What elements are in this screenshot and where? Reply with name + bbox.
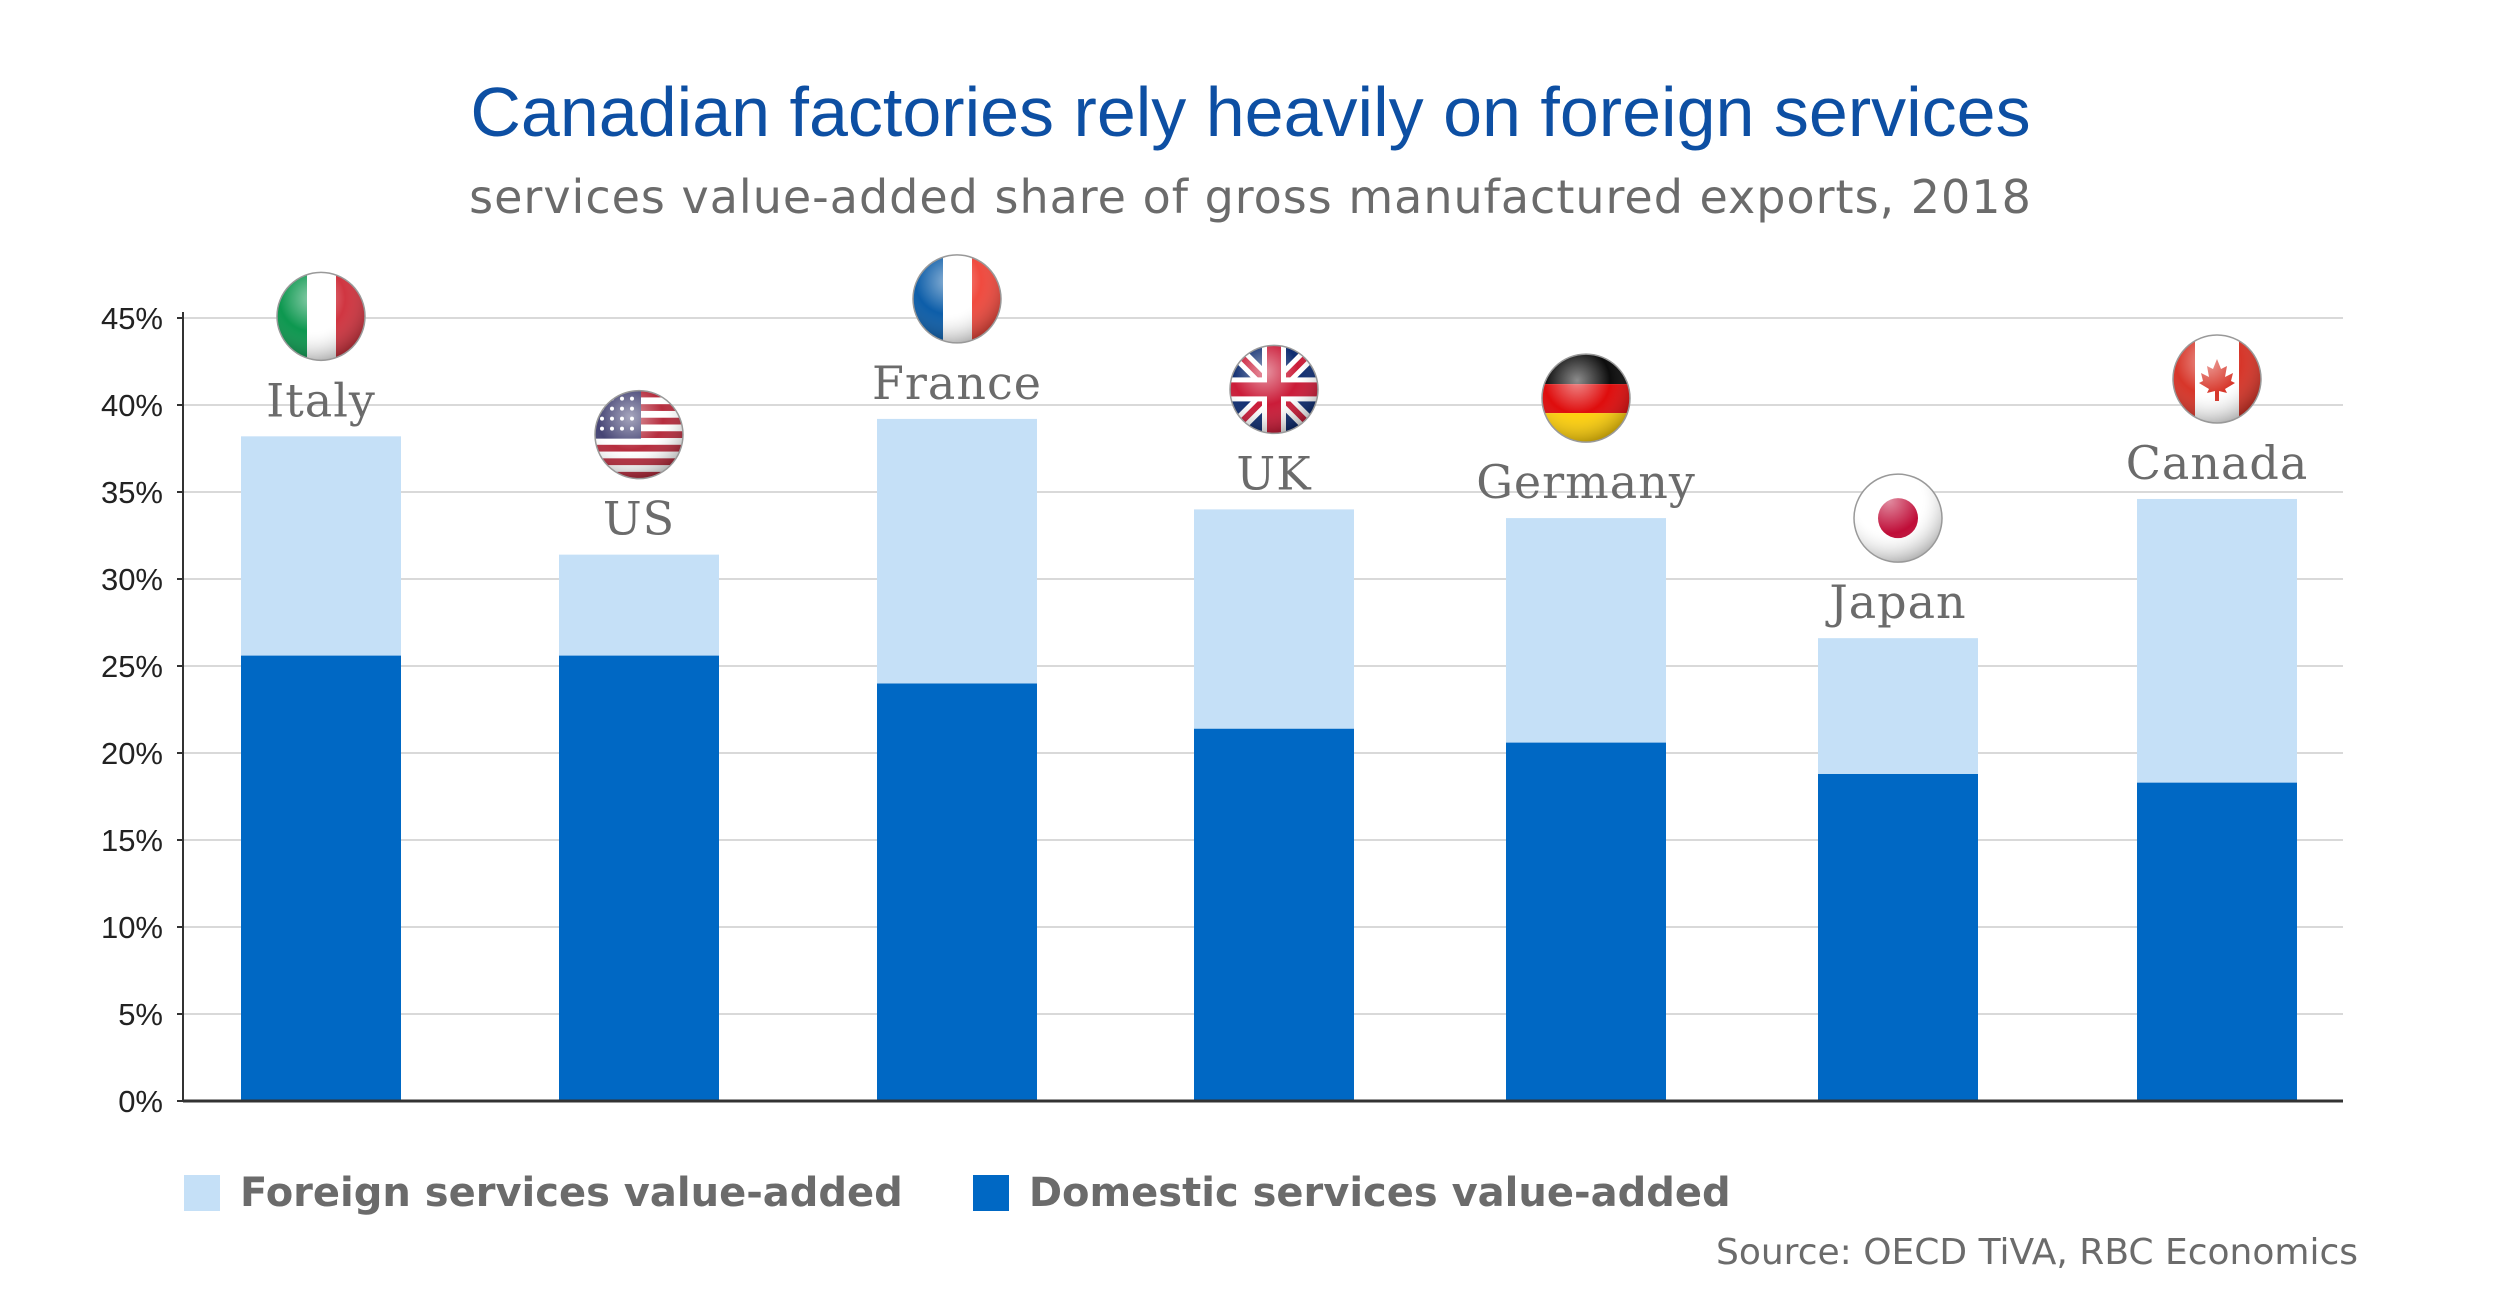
germany-flag-icon	[1541, 353, 1631, 443]
italy-flag-icon	[276, 271, 366, 362]
bar-foreign-france	[877, 418, 1037, 684]
bar-foreign-japan	[1818, 638, 1978, 774]
category-label: UK	[1236, 446, 1312, 500]
y-tick-label: 30%	[101, 562, 163, 597]
bar-domestic-canada	[2137, 782, 2297, 1101]
us-flag-icon	[594, 389, 684, 480]
y-tick-label: 15%	[101, 823, 163, 858]
category-label: Canada	[2126, 436, 2309, 490]
category-label: US	[603, 492, 675, 546]
bar-domestic-italy	[241, 655, 401, 1101]
france-flag-icon	[912, 254, 1002, 344]
bar-foreign-germany	[1506, 518, 1666, 743]
y-tick-label: 20%	[101, 736, 163, 771]
flag-rim	[594, 389, 684, 480]
legend-swatch-domestic	[972, 1175, 1009, 1211]
bar-foreign-uk	[1194, 509, 1354, 729]
category-label: Italy	[266, 373, 376, 427]
canada-flag-icon	[2172, 334, 2262, 424]
bar-foreign-italy	[241, 436, 401, 656]
bar-domestic-germany	[1506, 742, 1666, 1101]
legend-label-domestic: Domestic services value-added	[1028, 1170, 1731, 1216]
legend-label-foreign: Foreign services value-added	[240, 1170, 903, 1216]
flag-gloss	[277, 272, 365, 361]
y-tick-label: 10%	[101, 910, 163, 945]
flag-rim	[2172, 334, 2262, 424]
flag-gloss	[1542, 354, 1630, 443]
bar-foreign-us	[559, 554, 719, 656]
flag-gloss	[2173, 334, 2261, 423]
category-label: Japan	[1825, 575, 1966, 629]
flag-rim	[912, 254, 1002, 344]
legend-swatch-foreign	[184, 1175, 220, 1211]
flag-rim	[276, 271, 366, 362]
flag-gloss	[1854, 474, 1942, 563]
flag-rim	[1541, 353, 1631, 443]
y-tick-label: 25%	[101, 649, 163, 684]
y-tick-label: 35%	[101, 475, 163, 510]
flag-rim	[1229, 344, 1319, 435]
legend-item-domestic: Domestic services value-added	[972, 1170, 1731, 1216]
legend-item-foreign: Foreign services value-added	[184, 1170, 903, 1216]
japan-flag-icon	[1853, 473, 1943, 563]
flag-gloss	[595, 390, 683, 479]
chart-title: Canadian factories rely heavily on forei…	[470, 73, 2031, 151]
flag-star	[600, 396, 604, 401]
y-tick-label: 40%	[101, 388, 163, 423]
category-label: France	[872, 356, 1042, 410]
flag-rim	[1853, 473, 1943, 563]
chart-subtitle: services value-added share of gross manu…	[469, 170, 2032, 224]
uk-flag-icon	[1229, 344, 1319, 435]
bar-domestic-japan	[1818, 773, 1978, 1101]
bar-domestic-us	[559, 655, 719, 1101]
category-label: Germany	[1476, 455, 1696, 509]
legend: Foreign services value-added Domestic se…	[184, 1170, 1731, 1216]
source-note: Source: OECD TiVA, RBC Economics	[1715, 1232, 2358, 1273]
flag-gloss	[913, 254, 1001, 343]
y-tick-label: 0%	[118, 1084, 163, 1119]
bar-domestic-france	[877, 683, 1037, 1101]
y-tick-label: 45%	[101, 301, 163, 336]
bar-foreign-canada	[2137, 498, 2297, 783]
y-tick-label: 5%	[118, 997, 163, 1032]
flag-gloss	[1230, 345, 1318, 434]
bar-domestic-uk	[1194, 728, 1354, 1101]
